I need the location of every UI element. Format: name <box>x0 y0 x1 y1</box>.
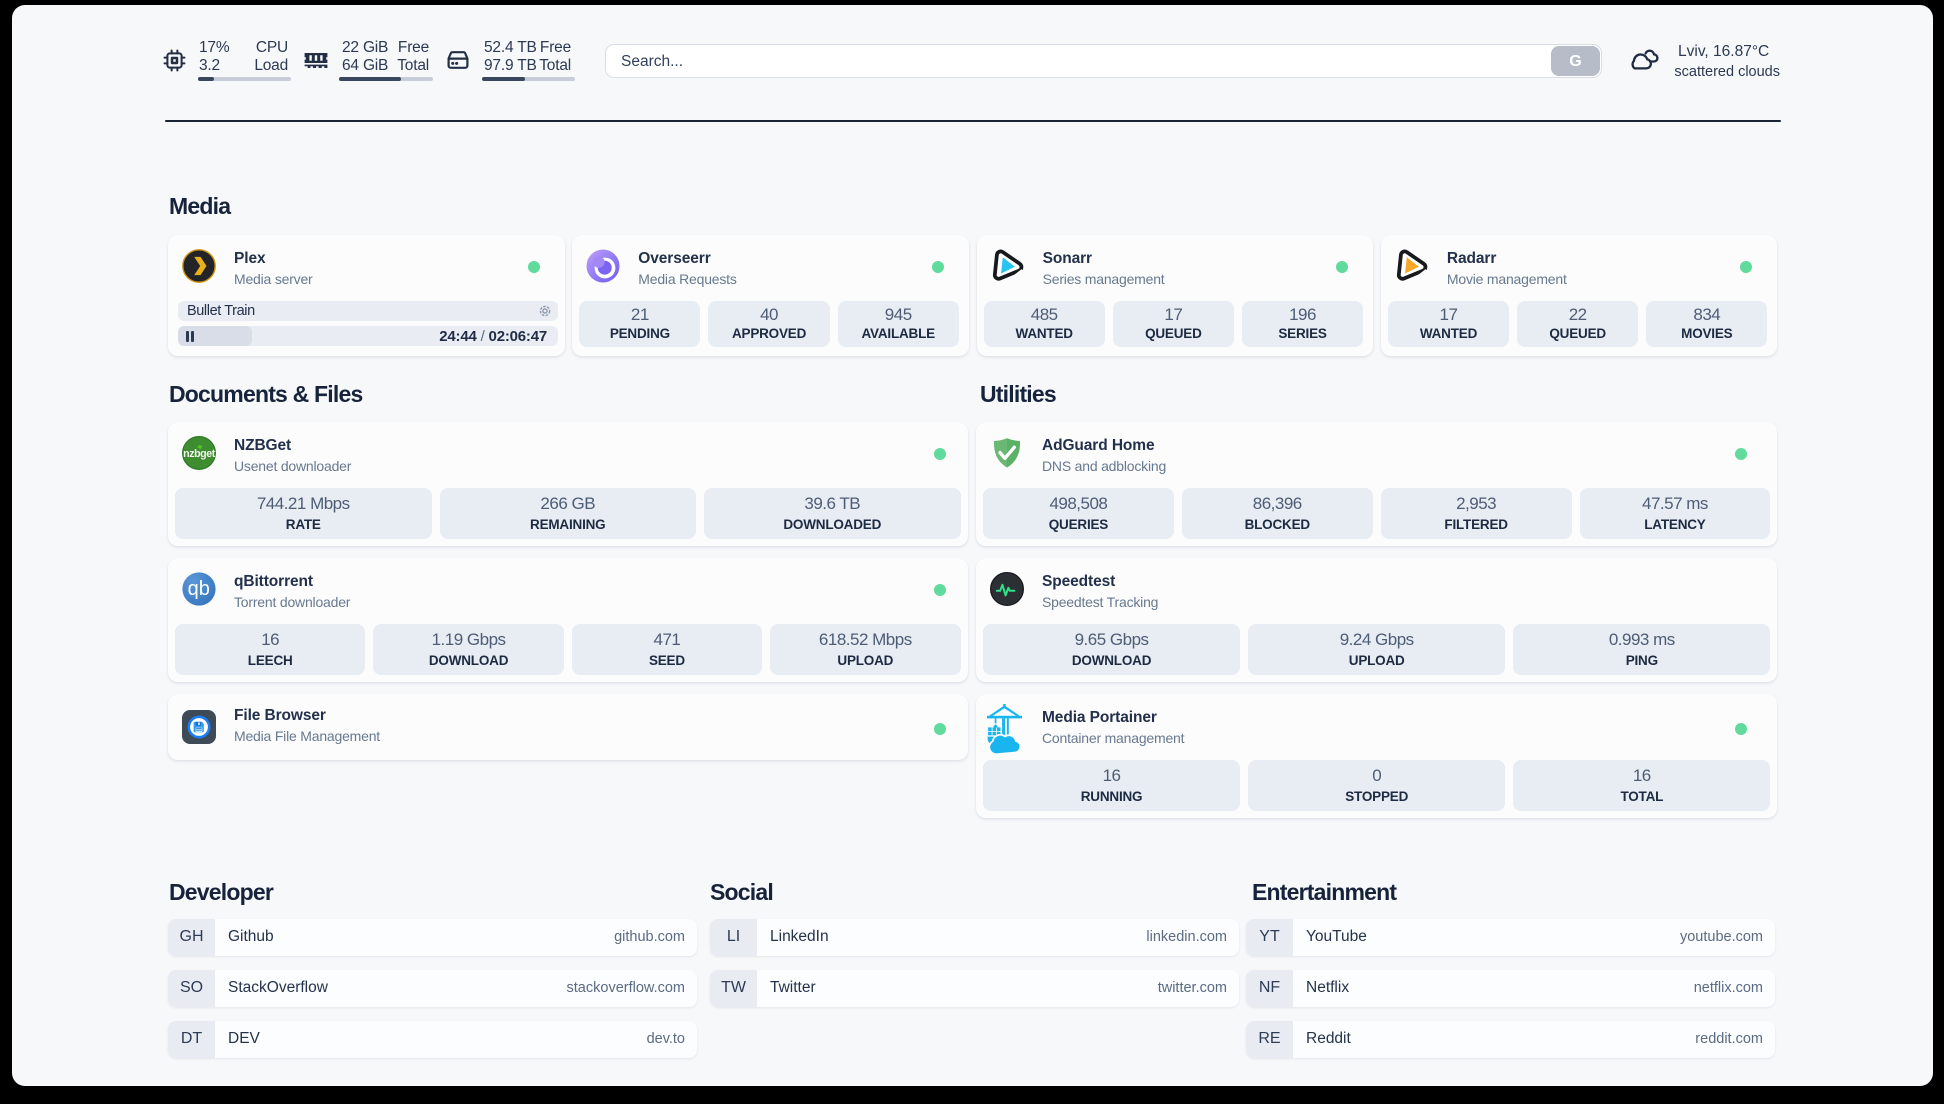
svg-text:nzbget: nzbget <box>183 448 216 460</box>
svg-text:qb: qb <box>188 578 210 600</box>
